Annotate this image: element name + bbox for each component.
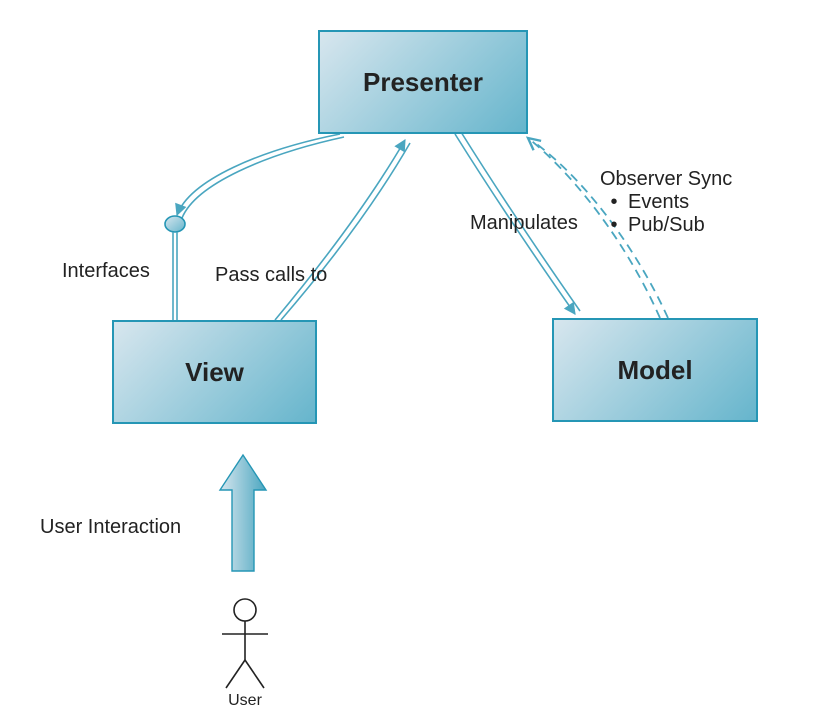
user-label: User: [215, 692, 275, 710]
observer-sync-item: Pub/Sub: [600, 214, 732, 237]
observer-sync-item: Events: [600, 191, 732, 214]
view-label: View: [185, 357, 244, 388]
presenter-label: Presenter: [363, 67, 483, 98]
user-actor: [222, 599, 268, 688]
model-node: Model: [552, 318, 758, 422]
edge-pass-calls: [275, 140, 410, 320]
observer-sync-title: Observer Sync: [600, 168, 732, 191]
interfaces-label: Interfaces: [62, 260, 150, 283]
edge-interfaces: [165, 134, 344, 320]
observer-sync-list: EventsPub/Sub: [600, 191, 732, 237]
model-label: Model: [617, 355, 692, 386]
presenter-node: Presenter: [318, 30, 528, 134]
manipulates-label: Manipulates: [470, 212, 578, 235]
user-interaction-arrow: [220, 455, 266, 571]
observer-sync-label: Observer Sync EventsPub/Sub: [600, 168, 732, 237]
view-node: View: [112, 320, 317, 424]
user-interaction-label: User Interaction: [40, 516, 181, 539]
pass-calls-label: Pass calls to: [215, 264, 327, 287]
